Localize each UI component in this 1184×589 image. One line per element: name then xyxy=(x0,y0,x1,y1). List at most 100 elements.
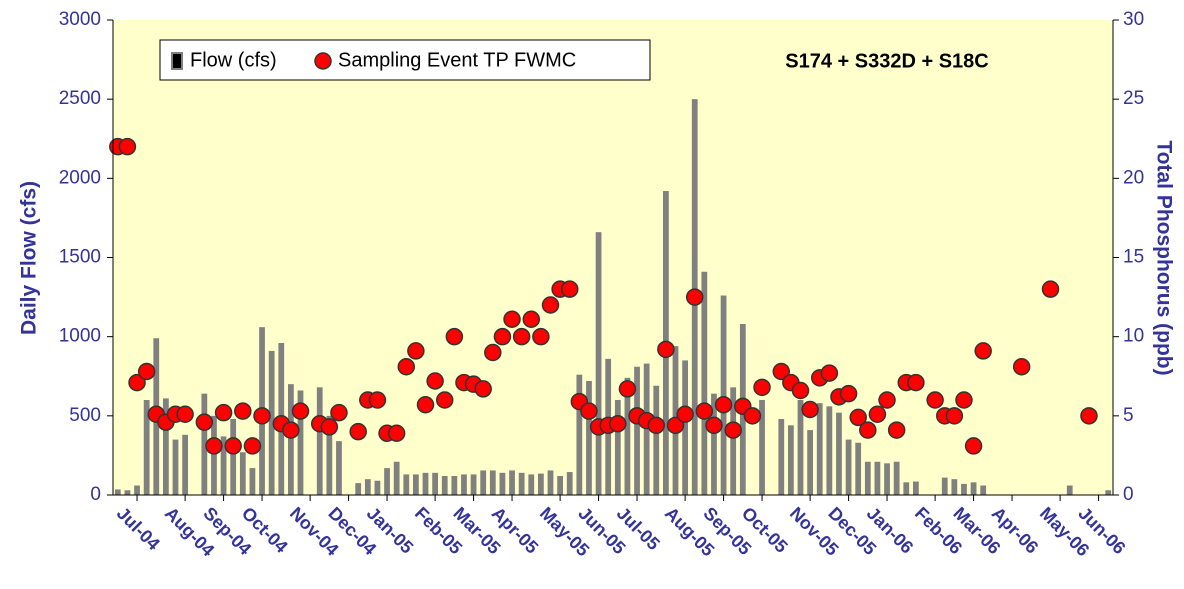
y-tick-label: 3000 xyxy=(59,9,101,30)
point xyxy=(676,405,694,423)
legend-label: Sampling Event TP FWMC xyxy=(338,49,576,71)
point xyxy=(137,362,156,381)
point xyxy=(176,405,194,423)
bar xyxy=(249,468,256,495)
bar xyxy=(903,482,910,495)
point xyxy=(512,327,531,346)
bar xyxy=(1105,490,1112,495)
point xyxy=(724,421,742,439)
point xyxy=(532,327,550,346)
point xyxy=(868,405,887,423)
point xyxy=(964,437,983,455)
point xyxy=(887,421,906,439)
point xyxy=(387,424,406,442)
point xyxy=(618,380,637,398)
bar xyxy=(403,474,410,495)
y2-tick-label: 5 xyxy=(1123,405,1134,426)
bar xyxy=(364,479,371,495)
y2-tick-label: 10 xyxy=(1123,326,1144,347)
bar xyxy=(499,472,506,495)
bar xyxy=(288,384,294,495)
x-tick-label: Jul-04 xyxy=(113,503,164,554)
bar xyxy=(624,377,631,495)
point xyxy=(955,391,973,409)
point xyxy=(522,310,541,328)
bar xyxy=(586,381,592,495)
bar xyxy=(201,393,208,495)
y-tick-label: 2500 xyxy=(59,88,101,109)
point xyxy=(416,396,435,414)
point xyxy=(743,407,762,425)
bar xyxy=(634,366,640,495)
legend-swatch xyxy=(314,52,332,70)
point xyxy=(974,342,992,360)
bar xyxy=(941,477,948,495)
point xyxy=(503,310,521,328)
point xyxy=(907,373,925,392)
point xyxy=(560,280,579,298)
point xyxy=(253,407,271,425)
bar xyxy=(874,461,881,495)
bar xyxy=(720,295,727,495)
bar xyxy=(1066,485,1073,495)
marks xyxy=(109,99,1112,496)
bar xyxy=(393,461,400,495)
point xyxy=(484,343,502,362)
point xyxy=(647,416,666,435)
bar xyxy=(778,419,785,495)
bar xyxy=(441,476,448,495)
bar xyxy=(124,490,131,495)
annotation: S174 + S332D + S18C xyxy=(785,50,988,72)
bar xyxy=(172,439,179,495)
point xyxy=(714,396,733,414)
y-tick-label: 2000 xyxy=(59,167,101,188)
bar xyxy=(134,485,140,495)
bar xyxy=(961,483,967,495)
point xyxy=(1041,280,1060,298)
bar xyxy=(384,468,390,495)
point xyxy=(474,380,492,398)
point xyxy=(753,378,771,397)
bar xyxy=(509,470,515,495)
point xyxy=(368,391,387,409)
y2-tick-label: 30 xyxy=(1123,9,1144,30)
bar xyxy=(836,412,842,495)
bar xyxy=(470,474,477,495)
point xyxy=(224,437,242,455)
bar xyxy=(759,400,765,495)
point xyxy=(609,415,627,433)
point xyxy=(435,391,454,409)
bar xyxy=(538,473,544,495)
bar xyxy=(336,441,342,495)
point xyxy=(291,402,310,420)
y-axis-title: Daily Flow (cfs) xyxy=(18,181,41,335)
y2-tick-label: 15 xyxy=(1123,247,1144,268)
bar xyxy=(143,400,150,495)
point xyxy=(330,403,348,422)
point xyxy=(945,407,964,425)
point xyxy=(445,327,464,346)
bar xyxy=(374,480,381,495)
point xyxy=(849,408,867,427)
bar xyxy=(980,485,987,495)
point xyxy=(243,437,262,455)
y2-tick-label: 25 xyxy=(1123,88,1144,109)
bar xyxy=(114,489,121,495)
point xyxy=(128,373,146,392)
bar xyxy=(566,472,573,495)
y-tick-label: 1500 xyxy=(59,247,101,268)
bar xyxy=(653,385,660,495)
bar xyxy=(518,472,525,495)
point xyxy=(859,421,877,439)
bar xyxy=(797,400,804,495)
bar xyxy=(893,461,900,495)
bar xyxy=(451,476,458,495)
bar xyxy=(970,482,977,495)
point xyxy=(1012,358,1031,376)
bar xyxy=(826,406,833,495)
point xyxy=(282,421,300,439)
bar xyxy=(432,472,438,495)
point xyxy=(397,358,416,376)
